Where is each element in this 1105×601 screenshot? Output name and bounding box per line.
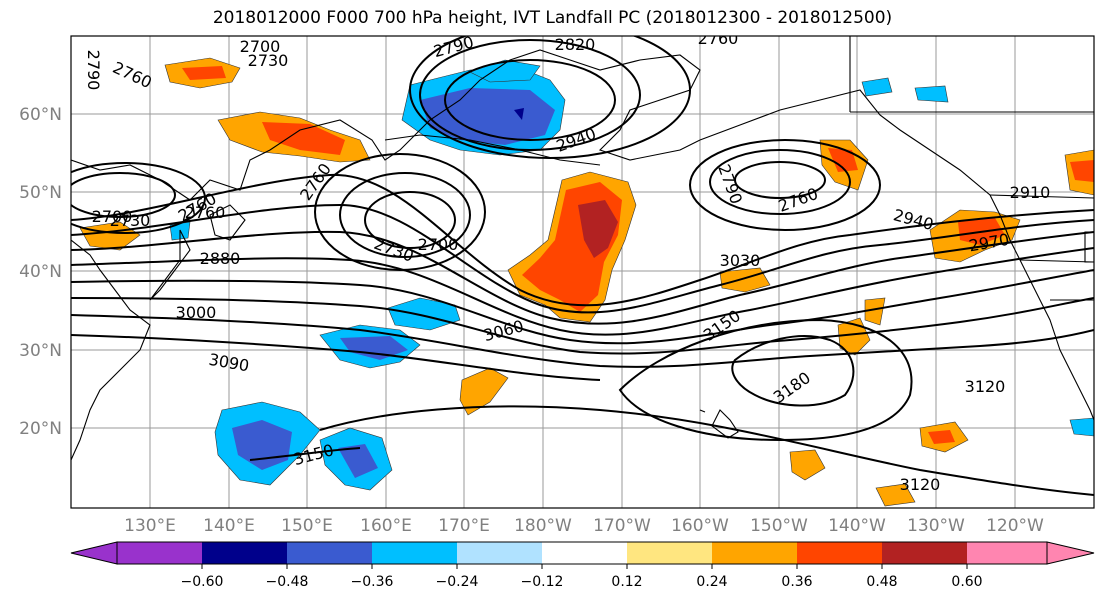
colorbar-swatch	[797, 542, 882, 564]
contour-label: 2790	[84, 50, 103, 91]
lon-label: 170°W	[593, 516, 651, 536]
contour-label: 2910	[1010, 183, 1051, 202]
colorbar-tick-label: −0.48	[266, 574, 309, 590]
lon-label: 140°E	[203, 516, 255, 536]
contour-label: 3120	[900, 475, 941, 494]
colorbar-extend-low	[70, 541, 118, 565]
colorbar-tick-label: 0.24	[696, 574, 727, 590]
lon-label: 140°W	[828, 516, 886, 536]
lat-label: 40°N	[19, 262, 62, 282]
colorbar-swatch	[627, 542, 712, 564]
lon-label: 130°E	[124, 516, 176, 536]
colorbar-swatch	[967, 542, 1047, 564]
lon-label: 130°W	[907, 516, 965, 536]
contour-label: 2700	[240, 37, 281, 56]
lon-label: 160°E	[360, 516, 412, 536]
contour-label: 3120	[965, 377, 1006, 396]
colorbar-swatch	[457, 542, 542, 564]
colorbar-extend-high	[1046, 541, 1095, 565]
ivt-shading	[79, 57, 1094, 507]
contour-label: 2820	[555, 35, 596, 54]
height-contours	[71, 36, 1094, 496]
contour-label: 2700	[92, 207, 133, 226]
colorbar-swatch	[372, 542, 457, 564]
colorbar-tick-label: −0.36	[351, 574, 394, 590]
contour-labels: 2700 2730 2760 2790 2820 2760 2790 2760 …	[84, 29, 1051, 494]
colorbar-swatch	[712, 542, 797, 564]
colorbar-tick-label: −0.24	[436, 574, 479, 590]
contour-label: 2730	[110, 211, 151, 230]
colorbar-ticks	[201, 564, 968, 569]
lon-label: 170°E	[438, 516, 490, 536]
lon-label: 150°W	[750, 516, 808, 536]
map-area: 2700 2730 2760 2790 2820 2760 2790 2760 …	[71, 29, 1094, 508]
colorbar-swatch	[287, 542, 372, 564]
contour-label: 2730	[248, 51, 289, 70]
lon-label: 160°W	[671, 516, 729, 536]
colorbar: −0.60 −0.48 −0.36 −0.24 −0.12 0.12 0.24 …	[70, 541, 1095, 590]
lon-label: 150°E	[281, 516, 333, 536]
colorbar-tick-label: −0.60	[181, 574, 224, 590]
lat-label: 30°N	[19, 341, 62, 361]
lon-label: 180°W	[514, 516, 572, 536]
colorbar-tick-label: 0.48	[866, 574, 897, 590]
lat-label: 50°N	[19, 183, 62, 203]
contour-label: 2760	[698, 29, 739, 48]
colorbar-swatch	[202, 542, 287, 564]
contour-label: 3000	[176, 303, 217, 322]
colorbar-swatch	[882, 542, 967, 564]
longitude-labels: 130°E 140°E 150°E 160°E 170°E 180°W 170°…	[124, 516, 1044, 536]
latitude-labels: 60°N 50°N 40°N 30°N 20°N	[19, 105, 62, 439]
contour-label: 2700	[418, 235, 459, 254]
map-title: 2018012000 F000 700 hPa height, IVT Land…	[212, 8, 893, 28]
colorbar-swatch	[117, 542, 202, 564]
contour-label: 2880	[200, 249, 241, 268]
contour-label: 3030	[720, 251, 761, 270]
colorbar-tick-label: 0.60	[951, 574, 982, 590]
lat-label: 60°N	[19, 105, 62, 125]
lon-label: 120°W	[986, 516, 1044, 536]
coastlines	[71, 36, 1094, 461]
colorbar-swatch	[542, 542, 627, 564]
contour-label: 2760	[185, 203, 226, 222]
colorbar-tick-label: 0.12	[611, 574, 642, 590]
colorbar-tick-label: −0.12	[521, 574, 564, 590]
lat-label: 20°N	[19, 419, 62, 439]
map-frame	[70, 35, 1095, 509]
colorbar-tick-label: 0.36	[781, 574, 812, 590]
